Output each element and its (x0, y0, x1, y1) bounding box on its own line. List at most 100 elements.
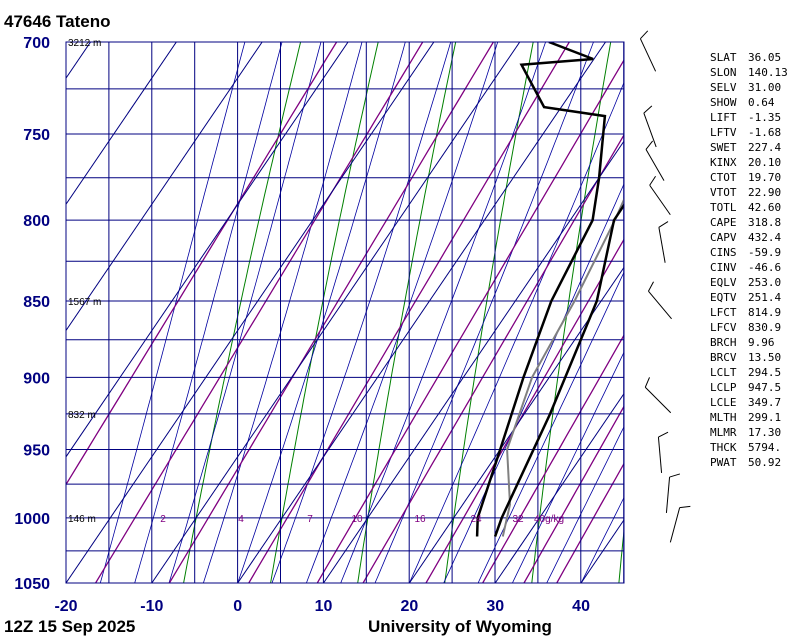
index-name: MLTH (710, 411, 737, 424)
index-value: 814.9 (748, 306, 782, 319)
index-row: TOTL 42.60 (710, 200, 788, 215)
isotherm (408, 266, 624, 583)
mixing-ratio-line (556, 462, 624, 583)
index-value: 318.8 (748, 216, 782, 229)
moist-adiabat (512, 351, 624, 583)
pressure-tick-label: 800 (23, 213, 50, 230)
pressure-tick-label: 700 (23, 35, 50, 52)
moist-adiabat (580, 496, 624, 583)
index-name: SWET (710, 141, 737, 154)
index-row: CAPV 432.4 (710, 230, 788, 245)
height-annotation: 1567 m (68, 297, 101, 308)
index-name: LCLE (710, 396, 737, 409)
index-row: BRCV 13.50 (710, 350, 788, 365)
index-name: EQTV (710, 291, 737, 304)
index-row: LFCT 814.9 (710, 305, 788, 320)
index-value: 19.70 (748, 171, 782, 184)
pressure-tick-label: 850 (23, 294, 50, 311)
pressure-tick-label: 1000 (14, 511, 50, 528)
index-name: LCLT (710, 366, 737, 379)
moist-adiabat (546, 425, 624, 583)
index-value: -1.35 (748, 111, 782, 124)
index-name: BRCV (710, 351, 737, 364)
station-title: 47646 Tateno (4, 12, 111, 31)
temperature-tick-label: 10 (315, 598, 333, 615)
isotherm (151, 42, 521, 583)
index-value: 251.4 (748, 291, 782, 304)
wind-barb (649, 175, 671, 216)
index-value: 140.13 (748, 66, 788, 79)
wind-barb (657, 431, 669, 473)
index-name: CAPV (710, 231, 737, 244)
mixing-ratio-label: 40g/kg (534, 514, 564, 525)
index-name: MLMR (710, 426, 737, 439)
index-value: 17.30 (748, 426, 782, 439)
index-row: LFCV 830.9 (710, 320, 788, 335)
index-row: LCLT 294.5 (710, 365, 788, 380)
index-row: CINS -59.9 (710, 245, 788, 260)
index-value: 294.5 (748, 366, 782, 379)
mixing-ratio-label: 10 (351, 514, 363, 525)
index-name: LFCV (710, 321, 737, 334)
mixing-ratio-line (362, 133, 624, 583)
index-name: KINX (710, 156, 737, 169)
index-value: 432.4 (748, 231, 782, 244)
footer-date: 12Z 15 Sep 2025 (4, 617, 136, 636)
index-name: SLAT (710, 51, 737, 64)
pressure-tick-label: 750 (23, 127, 50, 144)
index-name: TOTL (710, 201, 737, 214)
index-value: 31.00 (748, 81, 782, 94)
parcel-trace (501, 197, 624, 537)
index-value: 13.50 (748, 351, 782, 364)
moist-adiabat (477, 271, 624, 583)
temperature-tick-label: 20 (400, 598, 418, 615)
index-row: LCLP 947.5 (710, 380, 788, 395)
temperature-tick-label: 40 (572, 598, 590, 615)
temperature-tick-label: 30 (486, 598, 504, 615)
index-row: MLMR 17.30 (710, 425, 788, 440)
index-name: LFCT (710, 306, 737, 319)
index-value: 947.5 (748, 381, 782, 394)
mixing-ratio-label: 32 (512, 514, 524, 525)
index-row: CINV -46.6 (710, 260, 788, 275)
index-row: EQLV 253.0 (710, 275, 788, 290)
isotherm (66, 42, 263, 332)
index-name: CINS (710, 246, 737, 259)
index-value: -1.68 (748, 126, 782, 139)
index-value: 22.90 (748, 186, 782, 199)
mixing-ratio-label: 24 (470, 514, 482, 525)
index-row: KINX 20.10 (710, 155, 788, 170)
mixing-ratio-label: 2 (160, 514, 166, 525)
isotherm (237, 42, 607, 583)
height-annotation: 3212 m (68, 38, 101, 49)
index-value: 830.9 (748, 321, 782, 334)
isotherm (66, 42, 177, 206)
wind-barb (647, 281, 672, 320)
index-value: 9.96 (748, 336, 775, 349)
index-row: THCK 5794. (710, 440, 788, 455)
index-name: CINV (710, 261, 737, 274)
dry-adiabat (183, 42, 302, 583)
index-row: LCLE 349.7 (710, 395, 788, 410)
index-row: CAPE 318.8 (710, 215, 788, 230)
index-row: LFTV -1.68 (710, 125, 788, 140)
plot-border (65, 41, 625, 584)
index-value: 5794. (748, 441, 782, 454)
index-row: SHOW 0.64 (710, 95, 788, 110)
index-name: THCK (710, 441, 737, 454)
index-value: 50.92 (748, 456, 782, 469)
index-value: 0.64 (748, 96, 775, 109)
mixing-ratio-line (66, 42, 338, 486)
mixing-ratio-label: 16 (414, 514, 426, 525)
index-name: CTOT (710, 171, 737, 184)
wind-barb (645, 140, 665, 181)
temperature-profile (475, 42, 607, 537)
index-value: -46.6 (748, 261, 782, 274)
temperature-tick-label: -20 (54, 598, 77, 615)
index-row: SLON 140.13 (710, 65, 788, 80)
index-row: SELV 31.00 (710, 80, 788, 95)
isotherm (66, 42, 349, 458)
wind-barb (669, 505, 691, 543)
mixing-ratio-label: 7 (307, 514, 313, 525)
